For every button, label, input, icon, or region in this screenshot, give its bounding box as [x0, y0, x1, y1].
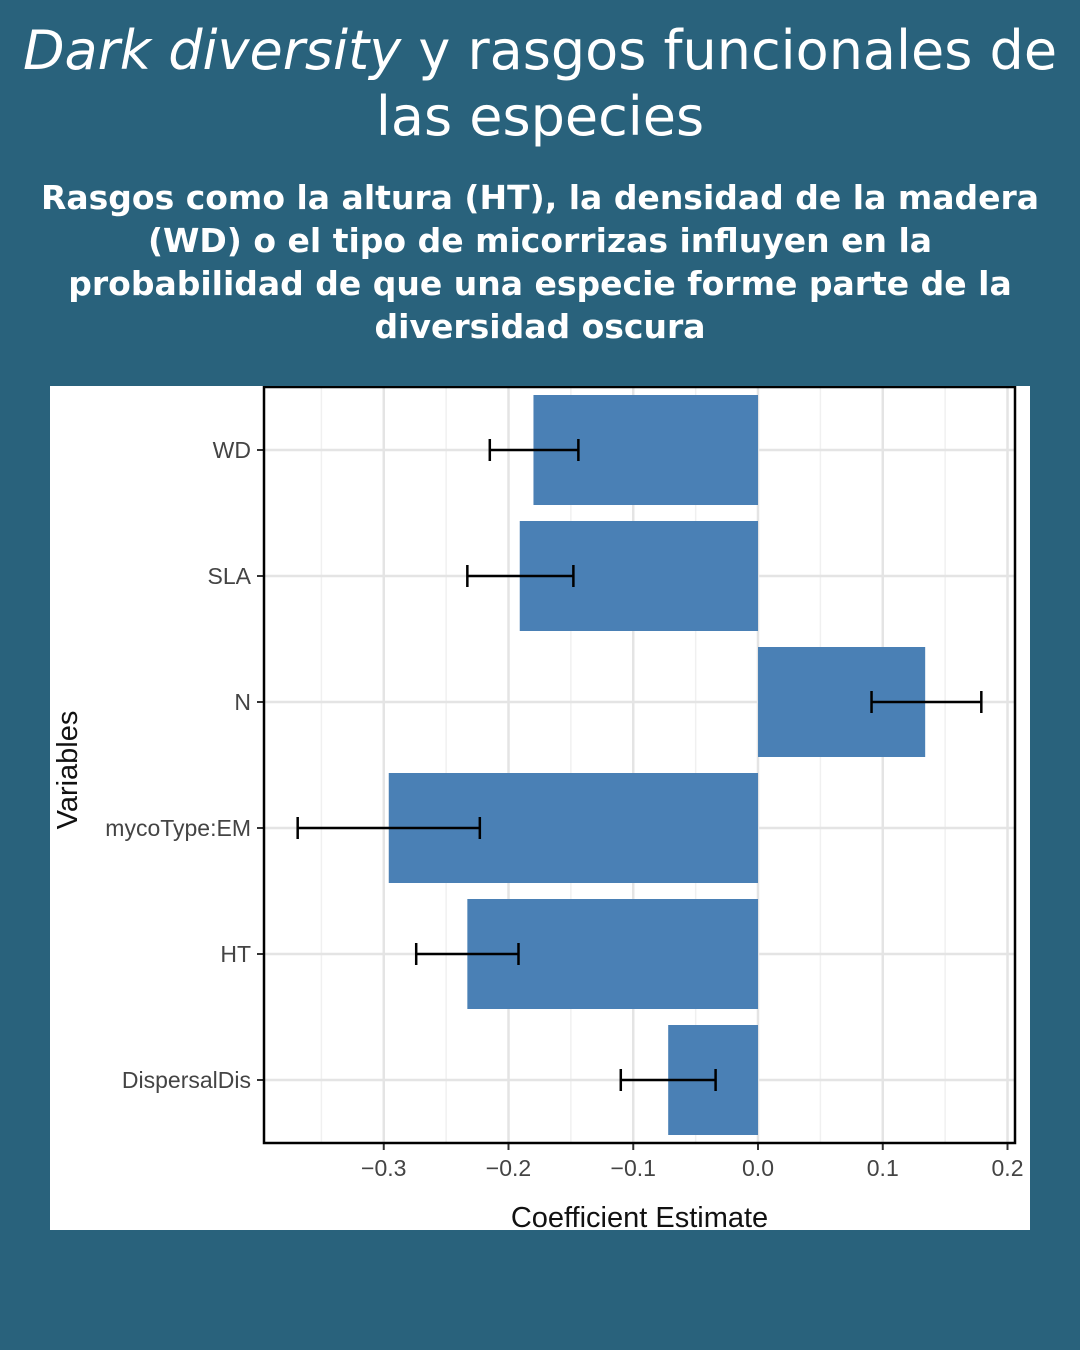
y-tick-label: SLA [208, 563, 252, 589]
page-subtitle: Rasgos como la altura (HT), la densidad … [40, 178, 1040, 346]
y-tick-label: N [234, 689, 251, 715]
x-axis-label: Coefficient Estimate [511, 1202, 768, 1230]
y-tick-label: WD [213, 437, 251, 463]
y-tick-label: DispersalDis [122, 1067, 251, 1093]
x-tick-label: 0.1 [867, 1155, 899, 1181]
x-tick-label: 0.2 [992, 1155, 1024, 1181]
x-tick-label: −0.2 [486, 1155, 531, 1181]
x-tick-label: −0.1 [611, 1155, 656, 1181]
y-tick-label: HT [220, 941, 251, 967]
x-tick-label: 0.0 [742, 1155, 774, 1181]
plot-border [262, 386, 1017, 1145]
y-axis-label: Variables [52, 711, 84, 830]
page-title: Dark diversity y rasgos funcionales de l… [0, 18, 1080, 150]
title-italic: Dark diversity [22, 19, 402, 82]
y-tick-label: mycoType:EM [105, 815, 251, 841]
title-rest: y rasgos funcionales de las especies [375, 19, 1058, 148]
x-tick-label: −0.3 [361, 1155, 406, 1181]
